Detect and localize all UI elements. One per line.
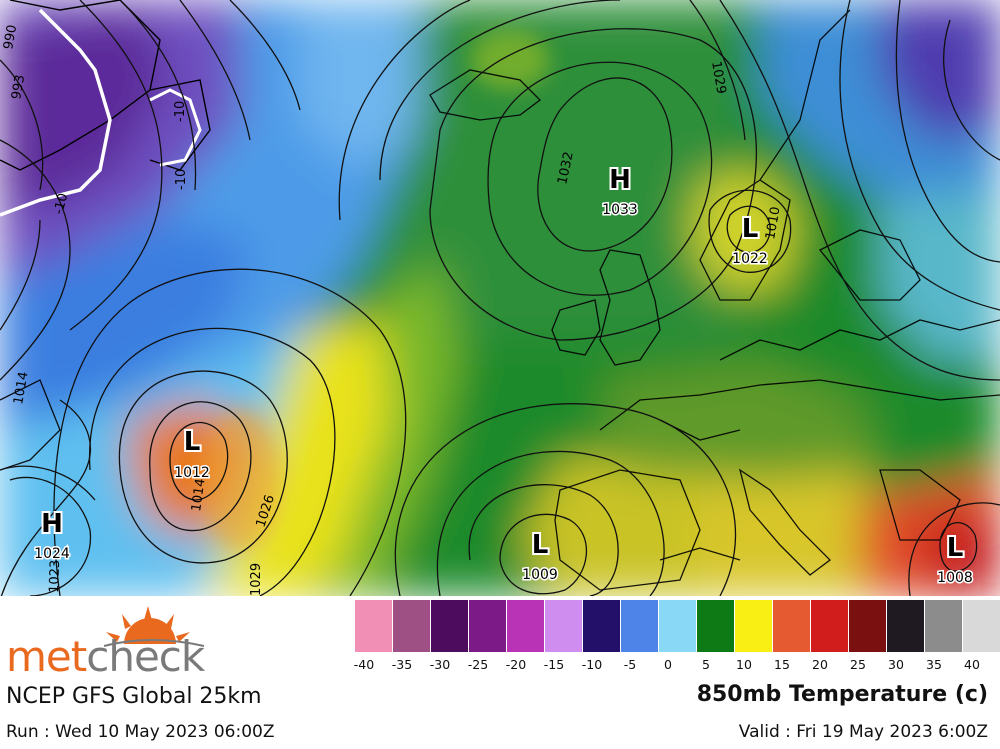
isobars bbox=[0, 0, 1000, 596]
legend-tick: 5 bbox=[702, 657, 710, 672]
legend-swatch bbox=[887, 600, 925, 652]
isobar-label: -10 bbox=[174, 169, 189, 190]
legend-swatch bbox=[963, 600, 1000, 652]
pressure-center-h-1024: H 1024 bbox=[33, 507, 72, 564]
legend-tick: 15 bbox=[774, 657, 790, 672]
isobar-label: 1029 bbox=[708, 60, 729, 95]
legend-tick: 30 bbox=[888, 657, 904, 672]
legend-tick: -25 bbox=[467, 657, 489, 672]
isobar-label: 1014 bbox=[189, 478, 208, 513]
isobar-label: -10 bbox=[51, 192, 71, 216]
run-time: Run : Wed 10 May 2023 06:00Z bbox=[6, 722, 275, 742]
legend-swatch bbox=[469, 600, 507, 652]
coastlines bbox=[0, 9, 1000, 591]
legend-swatch bbox=[507, 600, 545, 652]
pressure-type: L bbox=[742, 214, 759, 244]
isobar-label: -10 bbox=[173, 101, 188, 122]
legend-swatch bbox=[925, 600, 963, 652]
legend-swatch bbox=[735, 600, 773, 652]
pressure-value: 1008 bbox=[937, 570, 973, 586]
legend-tick: 0 bbox=[664, 657, 672, 672]
pressure-value: 1012 bbox=[174, 465, 210, 481]
legend-tick: -5 bbox=[623, 657, 637, 672]
isobar-labels: 1029 1032 1026 1014 1014 1023 1029 1010 … bbox=[1, 24, 784, 596]
isobar-label: 1014 bbox=[11, 370, 32, 405]
legend-tick: -30 bbox=[429, 657, 451, 672]
legend-swatch bbox=[697, 600, 735, 652]
isobar-label: 1023 bbox=[47, 560, 63, 594]
brand-part1: met bbox=[6, 632, 87, 681]
model-name: NCEP GFS Global 25km bbox=[6, 684, 262, 709]
pressure-type: H bbox=[609, 165, 631, 195]
legend-tick: -10 bbox=[581, 657, 603, 672]
legend-swatch bbox=[545, 600, 583, 652]
weather-map: 1029 1032 1026 1014 1014 1023 1029 1010 … bbox=[0, 0, 1000, 596]
legend-swatch bbox=[773, 600, 811, 652]
pressure-center-h-1033: H 1033 bbox=[601, 163, 640, 220]
pressure-center-l-1008: L 1008 bbox=[936, 531, 975, 588]
pressure-center-l-1022: L 1022 bbox=[731, 212, 770, 269]
legend-tick: -35 bbox=[391, 657, 413, 672]
isobar-label: 1010 bbox=[763, 205, 784, 240]
pressure-center-l-1012: L 1012 bbox=[173, 425, 212, 483]
pressure-type: L bbox=[947, 533, 964, 563]
pressure-value: 1033 bbox=[602, 202, 638, 218]
product-title: 850mb Temperature (c) bbox=[696, 682, 988, 707]
brand-logo: metcheck bbox=[6, 636, 205, 678]
legend-tick: 20 bbox=[812, 657, 828, 672]
legend-swatch bbox=[811, 600, 849, 652]
legend-swatch bbox=[659, 600, 697, 652]
legend-swatch bbox=[621, 600, 659, 652]
legend-swatch bbox=[583, 600, 621, 652]
legend-tick: 10 bbox=[736, 657, 752, 672]
legend-tick: 35 bbox=[926, 657, 942, 672]
legend-tick: 25 bbox=[850, 657, 866, 672]
isobar-label: 1029 bbox=[249, 563, 264, 596]
legend-tick: -15 bbox=[543, 657, 565, 672]
isobar-label: 990 bbox=[1, 24, 20, 51]
temperature-legend: -40 -35 -30 -25 -20 -15 -10 -5 0 5 10 15 20 25 30 35 40 bbox=[354, 600, 1000, 676]
pressure-center-l-1009: L 1009 bbox=[521, 528, 560, 585]
pressure-type: H bbox=[41, 509, 63, 539]
temperature-field bbox=[0, 0, 1000, 596]
pressure-value: 1022 bbox=[732, 251, 768, 267]
legend-tick: -40 bbox=[353, 657, 375, 672]
brand-part2: check bbox=[86, 632, 205, 681]
legend-swatch bbox=[393, 600, 431, 652]
freezing-line bbox=[0, 8, 112, 217]
pressure-type: L bbox=[184, 427, 201, 457]
sun-icon bbox=[103, 606, 205, 647]
legend-swatch bbox=[431, 600, 469, 652]
pressure-type: L bbox=[532, 530, 549, 560]
legend-tick: 40 bbox=[964, 657, 980, 672]
isobar-label: 1032 bbox=[555, 150, 577, 185]
valid-time: Valid : Fri 19 May 2023 6:00Z bbox=[738, 722, 988, 742]
legend-tick: -20 bbox=[505, 657, 527, 672]
isobar-label: 993 bbox=[9, 74, 28, 101]
legend-swatch bbox=[355, 600, 393, 652]
legend-swatch bbox=[849, 600, 887, 652]
pressure-value: 1024 bbox=[34, 546, 70, 562]
pressure-value: 1009 bbox=[522, 567, 558, 583]
